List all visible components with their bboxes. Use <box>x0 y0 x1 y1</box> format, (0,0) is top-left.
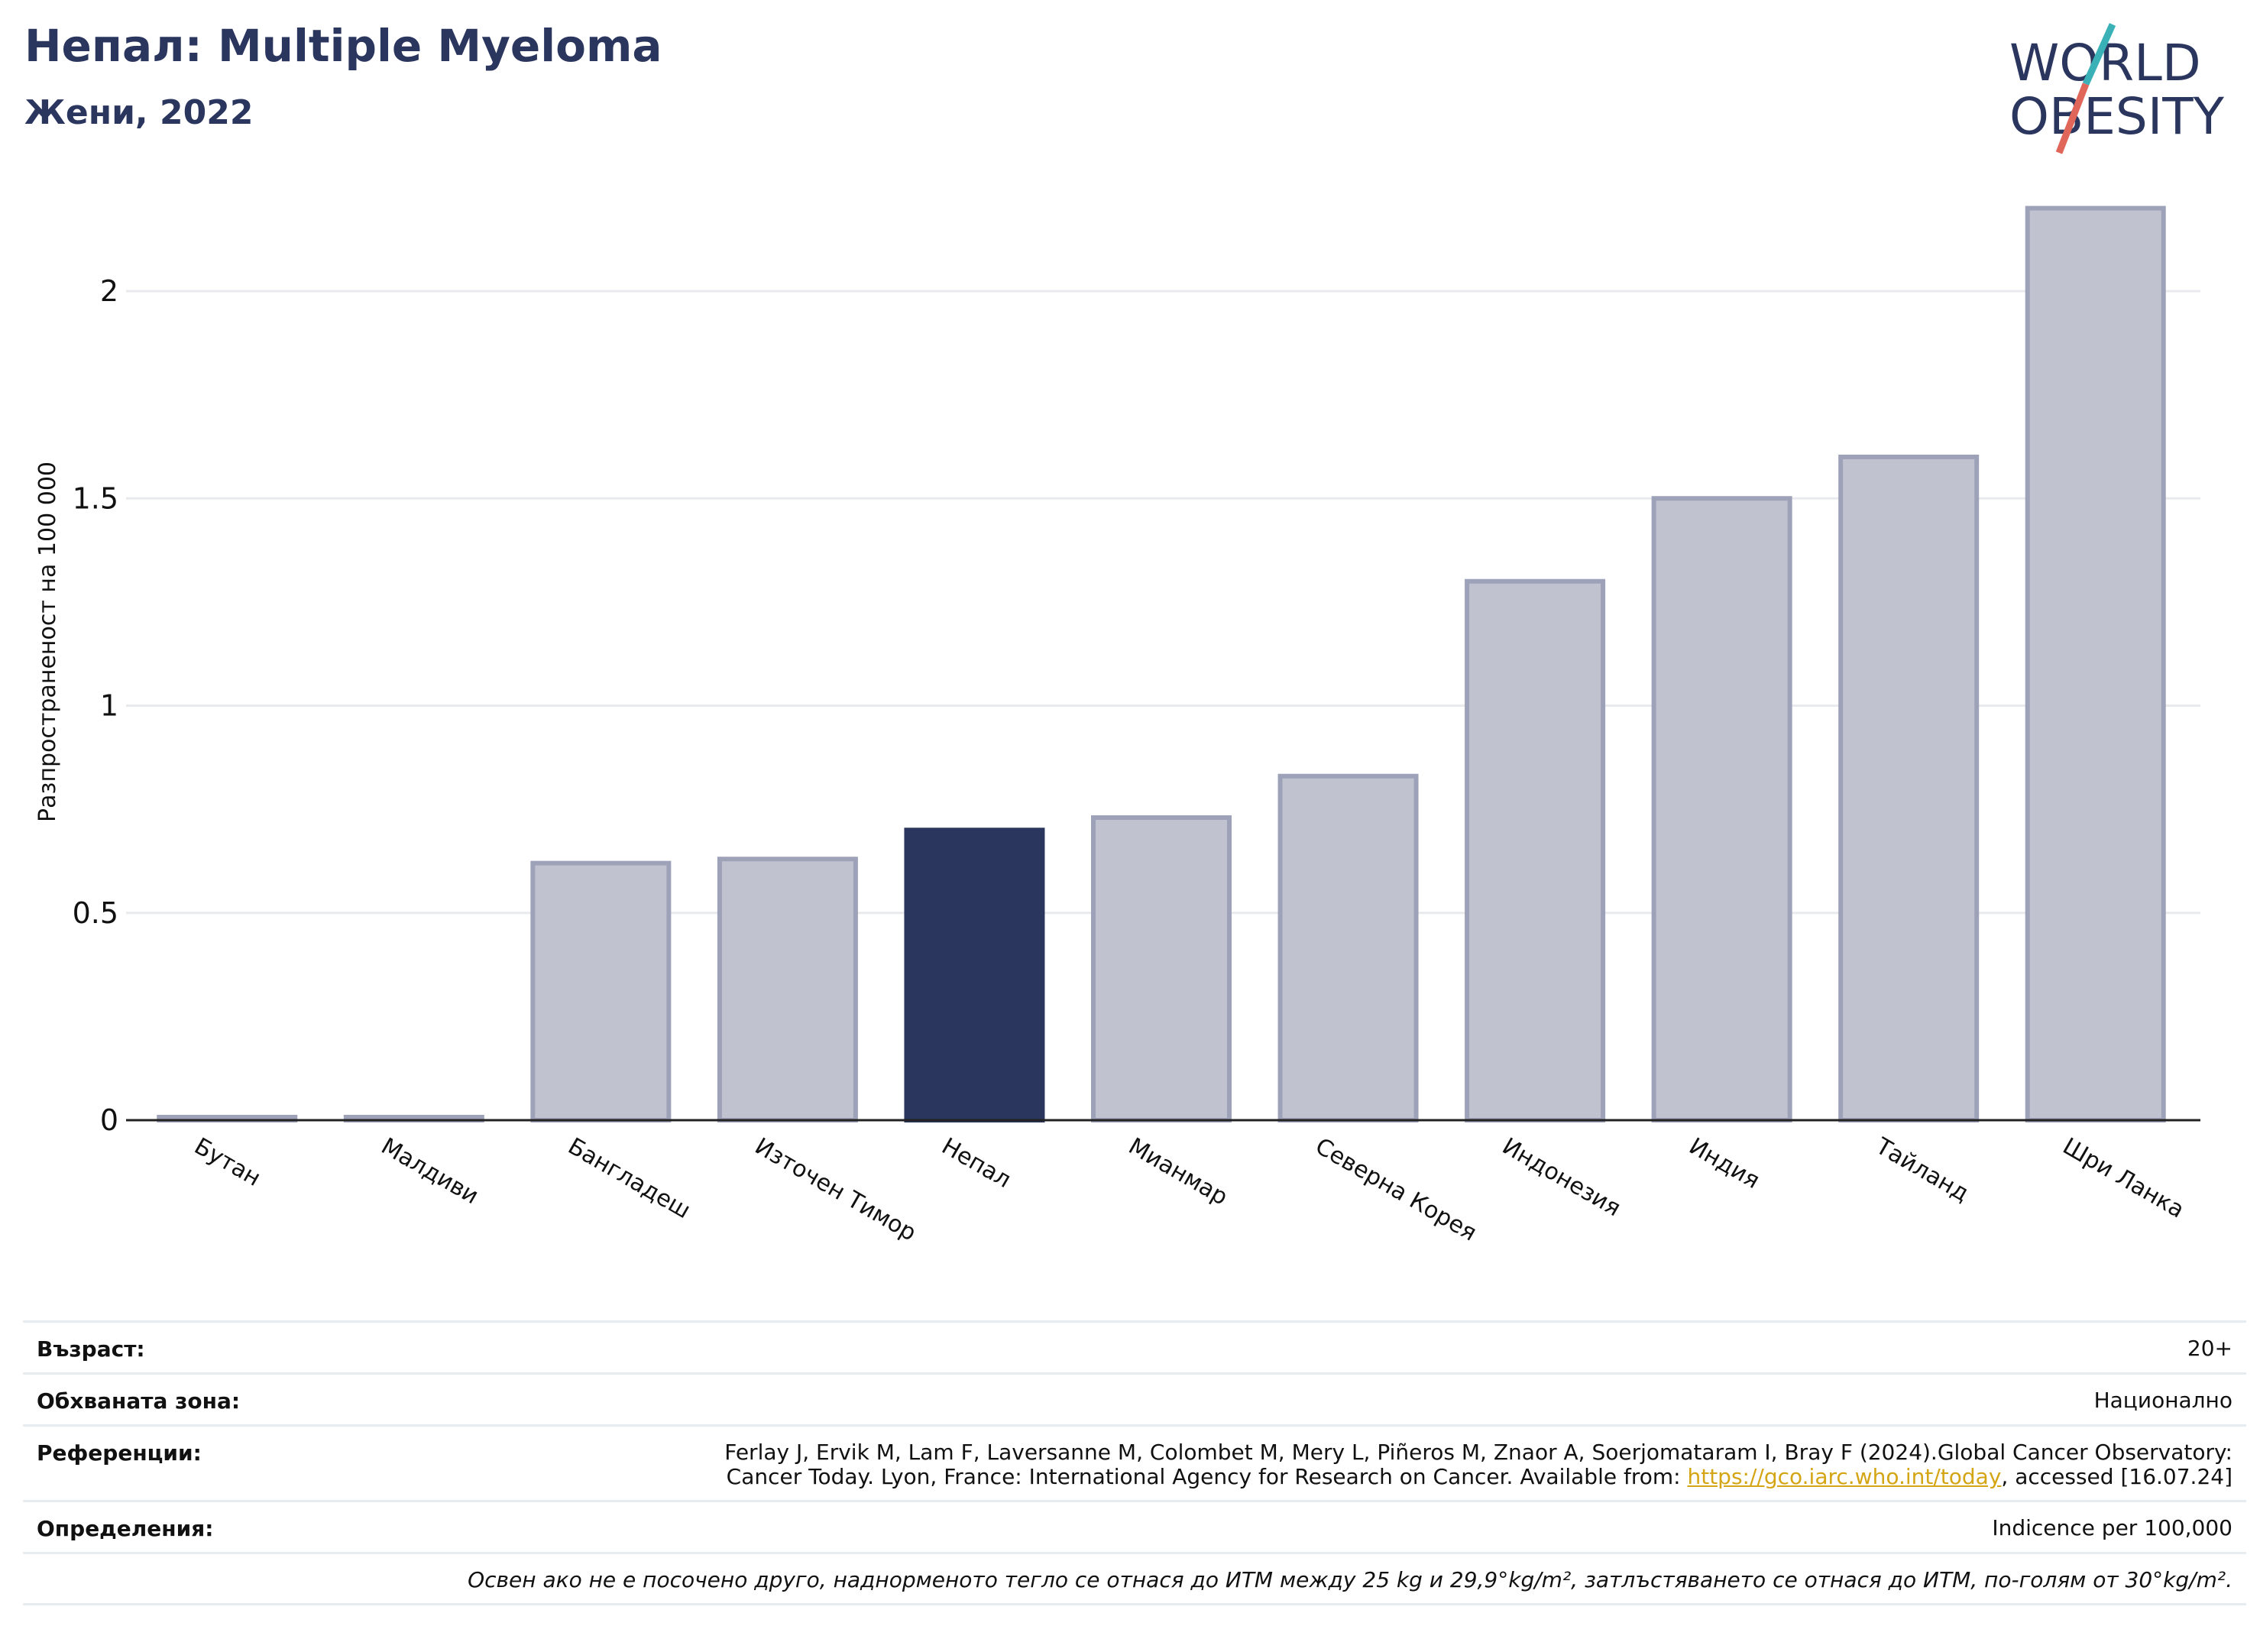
reference-link[interactable]: https://gco.iarc.who.int/today <box>1687 1464 2002 1489</box>
definitions-key: Определения: <box>37 1516 214 1541</box>
info-row-note: Освен ако не е посочено друго, наднормен… <box>23 1552 2246 1605</box>
reference-line-2-post: , accessed [16.07.24] <box>2001 1464 2232 1489</box>
bar <box>1651 496 1792 1122</box>
x-tick-label: Индонезия <box>1497 1133 1625 1223</box>
x-tick-label: Мианмар <box>1124 1133 1232 1211</box>
references-value: Ferlay J, Ervik M, Lam F, Laversanne M, … <box>724 1440 2232 1489</box>
bar <box>1838 455 1980 1122</box>
world-obesity-logo: WORLD OBESITY <box>2009 23 2225 154</box>
info-row-references: Референции: Ferlay J, Ervik M, Lam F, La… <box>23 1424 2246 1500</box>
age-key: Възраст: <box>37 1336 145 1362</box>
bar-highlight <box>904 828 1045 1122</box>
x-axis-ticks: Бутан Малдиви Бангладеш Източен Тимор Непал М… <box>189 1132 2188 1247</box>
x-tick-label: Шри Ланка <box>2058 1133 2189 1224</box>
bar <box>717 857 858 1122</box>
info-table: Възраст: 20+ Обхваната зона: Национално … <box>23 1320 2246 1605</box>
reference-line-2-pre: Cancer Today. Lyon, France: Internationa… <box>726 1464 1688 1489</box>
area-value: Национално <box>2093 1388 2232 1413</box>
footnote: Освен ако не е посочено друго, наднормен… <box>468 1567 2232 1592</box>
info-row-age: Възраст: 20+ <box>23 1320 2246 1372</box>
logo-line-obesity: OBESITY <box>2009 87 2225 146</box>
bar <box>2025 206 2166 1122</box>
x-tick-label: Индия <box>1685 1133 1764 1194</box>
reference-line-1: Ferlay J, Ervik M, Lam F, Laversanne M, … <box>724 1440 2232 1465</box>
x-tick-label: Тайланд <box>1870 1132 1973 1207</box>
bar-chart: 0 0.5 1 1.5 2 Бутан Малдиви Бангладеш Източен Т… <box>34 206 2200 1247</box>
y-axis-ticks: 0 0.5 1 1.5 2 <box>73 274 118 1137</box>
y-tick-label: 0 <box>100 1103 118 1137</box>
chart-subtitle: Жени, 2022 <box>24 93 254 132</box>
x-tick-label: Бутан <box>189 1133 265 1192</box>
logo-slash-bottom <box>2055 83 2090 154</box>
y-tick-label: 0.5 <box>73 896 118 930</box>
x-tick-label: Източен Тимор <box>750 1133 921 1247</box>
references-key: Референции: <box>37 1440 202 1466</box>
bars <box>157 206 2166 1123</box>
y-axis-label: Разпространеност на 100 000 <box>34 462 61 822</box>
definitions-value: Indicence per 100,000 <box>1992 1515 2232 1540</box>
age-value: 20+ <box>2187 1336 2232 1361</box>
chart-title: Непал: Multiple Myeloma <box>24 20 662 72</box>
info-row-area: Обхваната зона: Национално <box>23 1372 2246 1424</box>
y-tick-label: 2 <box>100 274 118 308</box>
bar <box>1465 578 1606 1122</box>
x-tick-label: Бангладеш <box>563 1133 695 1225</box>
y-tick-label: 1.5 <box>73 481 118 515</box>
y-tick-label: 1 <box>100 689 118 723</box>
info-row-definitions: Определения: Indicence per 100,000 <box>23 1500 2246 1552</box>
x-tick-label: Малдиви <box>377 1133 483 1210</box>
x-tick-label: Северна Корея <box>1311 1133 1481 1247</box>
logo-slash-top <box>2082 23 2116 86</box>
bar <box>530 860 672 1123</box>
x-tick-label: Непал <box>937 1133 1015 1194</box>
bar <box>1277 773 1419 1122</box>
area-key: Обхваната зона: <box>37 1388 241 1414</box>
bar <box>1091 815 1232 1122</box>
